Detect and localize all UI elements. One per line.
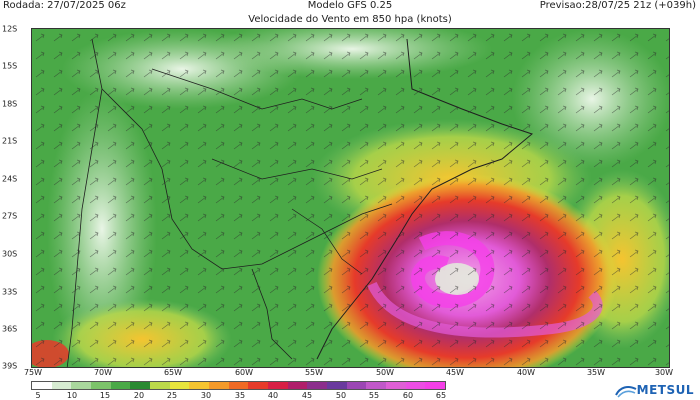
lat-label: 36S: [2, 324, 18, 334]
colorbar-swatch: [307, 382, 328, 389]
colorbar-swatch: [51, 382, 72, 389]
colorbar-swatch: [268, 382, 288, 389]
colorbar-swatch: [425, 382, 446, 389]
colorbar-tick-label: 60: [402, 391, 414, 400]
colorbar-swatch: [287, 382, 308, 389]
lon-label: 40W: [516, 368, 536, 377]
lat-label: 18S: [2, 99, 18, 109]
lat-label: 15S: [2, 61, 18, 71]
wind-speed-map: [31, 28, 670, 368]
colorbar-tick-label: 55: [368, 391, 380, 400]
lon-label: 60W: [234, 368, 254, 377]
colorbar-swatch: [228, 382, 249, 389]
colorbar-swatch: [327, 382, 347, 389]
model-title: Modelo GFS 0.25: [307, 0, 393, 11]
field-title: Velocidade do Vento em 850 hpa (knots): [248, 14, 452, 25]
wind-colorbar: [31, 381, 446, 390]
colorbar-swatch: [91, 382, 111, 389]
colorbar-tick-label: 20: [133, 391, 145, 400]
colorbar-swatch: [189, 382, 210, 389]
colorbar-tick-label: 25: [166, 391, 178, 400]
colorbar-tick-label: 45: [301, 391, 313, 400]
lon-label: 55W: [304, 368, 324, 377]
colorbar-swatch: [248, 382, 269, 389]
colorbar-swatch: [71, 382, 92, 389]
colorbar-swatch: [346, 382, 367, 389]
lat-label: 33S: [2, 287, 18, 297]
metsul-logo-icon: [615, 386, 637, 398]
map-canvas: [32, 29, 669, 367]
lat-label: 24S: [2, 174, 18, 184]
colorbar-tick-label: 30: [200, 391, 212, 400]
lat-label: 39S: [2, 361, 18, 371]
run-time-label: Rodada: 27/07/2025 06z: [3, 0, 126, 11]
colorbar-tick-label: 40: [267, 391, 279, 400]
lat-label: 27S: [2, 211, 18, 221]
colorbar-swatch: [32, 382, 52, 389]
lon-label: 30W: [654, 368, 674, 377]
colorbar-swatch: [150, 382, 170, 389]
colorbar-swatch: [130, 382, 151, 389]
lon-label: 75W: [23, 368, 43, 377]
forecast-time-label: Previsao:28/07/25 21z (+039h): [539, 0, 696, 11]
lon-label: 35W: [586, 368, 606, 377]
colorbar-tick-label: 10: [66, 391, 78, 400]
wind-vectors: [32, 29, 669, 367]
colorbar-tick-label: 15: [99, 391, 111, 400]
lat-label: 30S: [2, 249, 18, 259]
colorbar-swatch: [169, 382, 190, 389]
colorbar-swatch: [209, 382, 229, 389]
colorbar-tick-label: 35: [234, 391, 246, 400]
colorbar-swatch: [386, 382, 406, 389]
lon-label: 65W: [163, 368, 183, 377]
brand-logo-text: METSUL: [636, 383, 694, 397]
colorbar-swatch: [405, 382, 426, 389]
colorbar-tick-label: 5: [35, 391, 41, 400]
colorbar-swatch: [110, 382, 131, 389]
lon-label: 45W: [445, 368, 465, 377]
colorbar-swatch: [366, 382, 387, 389]
colorbar-tick-label: 65: [435, 391, 447, 400]
lon-label: 70W: [93, 368, 113, 377]
lat-label: 21S: [2, 136, 18, 146]
lon-label: 50W: [375, 368, 395, 377]
lat-label: 12S: [2, 24, 18, 34]
colorbar-tick-label: 50: [335, 391, 347, 400]
